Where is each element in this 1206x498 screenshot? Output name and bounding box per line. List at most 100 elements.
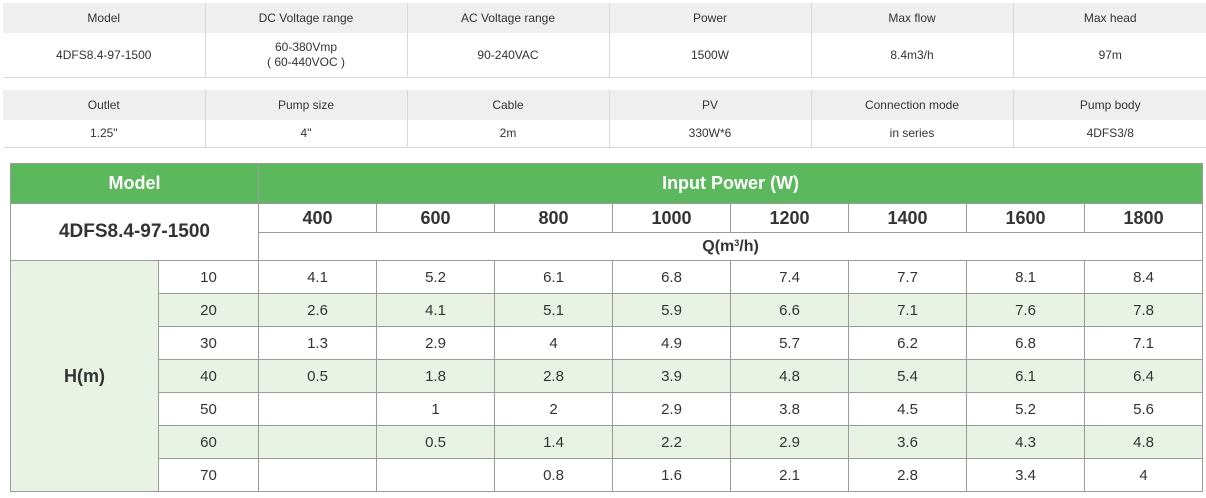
flow-cell: 4.8 bbox=[1083, 425, 1204, 459]
spec-pump-size-value: 4" bbox=[205, 120, 408, 148]
spec2-value-row: 1.25" 4" 2m 330W*6 in series 4DFS3/8 bbox=[3, 120, 1206, 148]
flow-cell: 2.1 bbox=[730, 458, 849, 492]
table-row: 60 0.5 1.4 2.2 2.9 3.6 4.3 4.8 bbox=[11, 425, 1204, 459]
flow-cell: 5.4 bbox=[848, 359, 967, 393]
flow-cell: 7.7 bbox=[848, 260, 967, 294]
flow-cell: 2.2 bbox=[612, 425, 731, 459]
spec-header-dc-voltage: DC Voltage range bbox=[205, 3, 408, 33]
flow-cell: 5.9 bbox=[612, 293, 731, 327]
power-header-4: 1200 bbox=[730, 203, 849, 233]
head-value: 40 bbox=[158, 359, 259, 393]
flow-cell: 3.9 bbox=[612, 359, 731, 393]
flow-cell: 0.5 bbox=[376, 425, 495, 459]
flow-cell: 4.1 bbox=[258, 260, 377, 294]
power-header-5: 1400 bbox=[848, 203, 967, 233]
spec-pump-body-value: 4DFS3/8 bbox=[1013, 120, 1206, 148]
flow-cell: 4 bbox=[1083, 458, 1204, 492]
spec-header-cable: Cable bbox=[407, 90, 610, 120]
spec-header-max-head: Max head bbox=[1013, 3, 1206, 33]
flow-cell: 0.8 bbox=[494, 458, 613, 492]
head-value: 50 bbox=[158, 392, 259, 426]
flow-cell: 4.8 bbox=[730, 359, 849, 393]
spec-table-secondary: Outlet Pump size Cable PV Connection mod… bbox=[3, 90, 1206, 148]
flow-cell bbox=[376, 458, 495, 492]
flow-cell: 1.6 bbox=[612, 458, 731, 492]
flow-cell: 5.7 bbox=[730, 326, 849, 360]
perf-title-row: Model Input Power (W) bbox=[10, 163, 1204, 204]
flow-cell: 6.6 bbox=[730, 293, 849, 327]
table-row: 20 2.6 4.1 5.1 5.9 6.6 7.1 7.6 7.8 bbox=[11, 293, 1204, 327]
spec-model-value: 4DFS8.4-97-1500 bbox=[3, 33, 206, 78]
power-header-7: 1800 bbox=[1083, 203, 1204, 233]
flow-cell bbox=[258, 458, 377, 492]
spec-header-connection-mode: Connection mode bbox=[811, 90, 1014, 120]
flow-cell: 2.9 bbox=[730, 425, 849, 459]
flow-cell: 1 bbox=[376, 392, 495, 426]
flow-cell: 7.1 bbox=[848, 293, 967, 327]
head-value: 60 bbox=[158, 425, 259, 459]
spec-header-outlet: Outlet bbox=[3, 90, 206, 120]
head-value: 20 bbox=[158, 293, 259, 327]
flow-cell: 8.4 bbox=[1083, 260, 1204, 294]
flow-cell: 6.4 bbox=[1083, 359, 1204, 393]
flow-cell: 1.8 bbox=[376, 359, 495, 393]
perf-model-header: Model bbox=[10, 163, 259, 204]
spec-header-pump-body: Pump body bbox=[1013, 90, 1206, 120]
flow-cell: 6.1 bbox=[494, 260, 613, 294]
power-header-6: 1600 bbox=[966, 203, 1085, 233]
flow-cell: 6.8 bbox=[966, 326, 1085, 360]
spec-max-head-value: 97m bbox=[1013, 33, 1206, 78]
spec-outlet-value: 1.25" bbox=[3, 120, 206, 148]
flow-cell: 5.2 bbox=[966, 392, 1085, 426]
flow-cell: 2.8 bbox=[848, 458, 967, 492]
q-label-sup: 3 bbox=[734, 237, 740, 248]
power-header-3: 1000 bbox=[612, 203, 731, 233]
spec-header-power: Power bbox=[609, 3, 812, 33]
flow-cell: 3.8 bbox=[730, 392, 849, 426]
flow-cell: 1.3 bbox=[258, 326, 377, 360]
head-value: 70 bbox=[158, 458, 259, 492]
flow-cell: 7.6 bbox=[966, 293, 1085, 327]
flow-cell: 7.4 bbox=[730, 260, 849, 294]
flow-cell: 1.4 bbox=[494, 425, 613, 459]
spec-connection-mode-value: in series bbox=[811, 120, 1014, 148]
flow-cell: 4 bbox=[494, 326, 613, 360]
perf-input-power-header: Input Power (W) bbox=[257, 163, 1204, 204]
flow-cell: 2 bbox=[494, 392, 613, 426]
spec-header-model: Model bbox=[3, 3, 206, 33]
flow-cell: 7.1 bbox=[1083, 326, 1204, 360]
spec-pv-value: 330W*6 bbox=[609, 120, 812, 148]
table-row: 70 0.8 1.6 2.1 2.8 3.4 4 bbox=[11, 458, 1204, 492]
performance-table: Model Input Power (W) 4DFS8.4-97-1500 40… bbox=[10, 163, 1204, 492]
q-label-prefix: Q(m bbox=[702, 237, 735, 255]
spec-dc-voltage-value: 60-380Vmp ( 60-440VOC ) bbox=[205, 33, 408, 78]
power-header-2: 800 bbox=[494, 203, 613, 233]
flow-cell: 4.9 bbox=[612, 326, 731, 360]
perf-power-row: 4DFS8.4-97-1500 400 600 800 1000 1200 1400 160… bbox=[10, 203, 1204, 261]
dc-voltage-line1: 60-380Vmp bbox=[274, 40, 338, 54]
flow-cell: 4.1 bbox=[376, 293, 495, 327]
flow-cell: 4.5 bbox=[848, 392, 967, 426]
spec-max-flow-value: 8.4m3/h bbox=[811, 33, 1014, 78]
flow-cell: 2.9 bbox=[376, 326, 495, 360]
table-row: 50 1 2 2.9 3.8 4.5 5.2 5.6 bbox=[11, 392, 1204, 426]
spec2-header-row: Outlet Pump size Cable PV Connection mod… bbox=[3, 90, 1206, 120]
table-row: 30 1.3 2.9 4 4.9 5.7 6.2 6.8 7.1 bbox=[11, 326, 1204, 360]
flow-cell: 3.6 bbox=[848, 425, 967, 459]
flow-cell bbox=[258, 425, 377, 459]
flow-cell: 5.6 bbox=[1083, 392, 1204, 426]
flow-cell: 2.9 bbox=[612, 392, 731, 426]
flow-cell: 0.5 bbox=[258, 359, 377, 393]
flow-cell bbox=[258, 392, 377, 426]
spec-header-max-flow: Max flow bbox=[811, 3, 1014, 33]
head-value: 30 bbox=[158, 326, 259, 360]
spec-ac-voltage-value: 90-240VAC bbox=[407, 33, 610, 78]
table-row: 40 0.5 1.8 2.8 3.9 4.8 5.4 6.1 6.4 bbox=[11, 359, 1204, 393]
flow-cell: 6.1 bbox=[966, 359, 1085, 393]
spec-header-pv: PV bbox=[609, 90, 812, 120]
q-label-suffix: /h) bbox=[739, 237, 759, 255]
flow-cell: 3.4 bbox=[966, 458, 1085, 492]
spec-table-main: Model DC Voltage range AC Voltage range … bbox=[3, 3, 1206, 78]
flow-cell: 4.3 bbox=[966, 425, 1085, 459]
flow-cell: 7.8 bbox=[1083, 293, 1204, 327]
